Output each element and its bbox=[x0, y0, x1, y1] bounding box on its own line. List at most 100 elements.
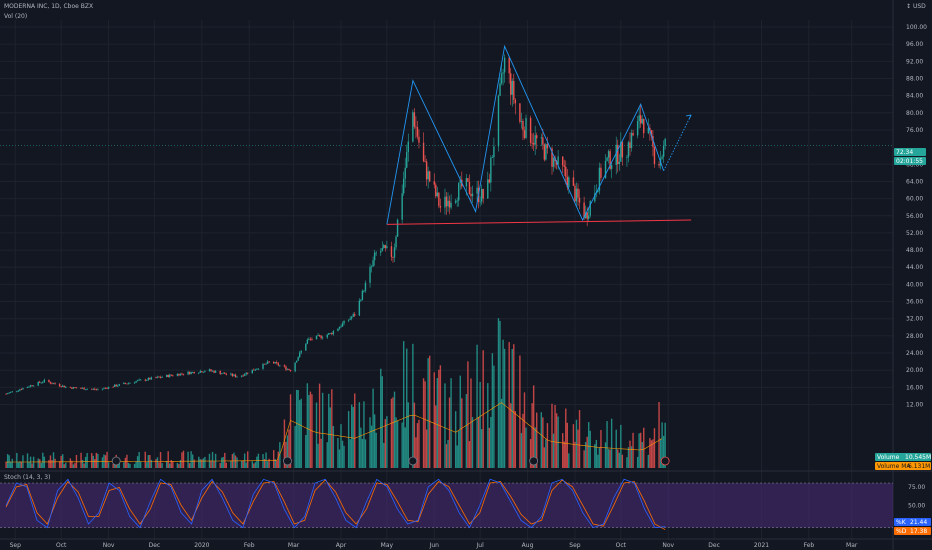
candle-body bbox=[60, 386, 62, 387]
volume-bar bbox=[5, 461, 7, 468]
candle-body bbox=[19, 389, 21, 391]
candle-body bbox=[279, 365, 281, 367]
volume-bar bbox=[22, 455, 24, 468]
volume-bar bbox=[490, 416, 492, 468]
volume-bar bbox=[308, 394, 310, 468]
volume-bar bbox=[574, 441, 576, 468]
candle-body bbox=[532, 143, 535, 145]
volume-bar bbox=[650, 440, 653, 468]
candle-body bbox=[58, 384, 61, 387]
volume-bar bbox=[277, 451, 279, 468]
volume-bar bbox=[659, 438, 662, 468]
volume-bar bbox=[568, 453, 570, 468]
candle-body bbox=[491, 157, 494, 158]
volume-bar bbox=[583, 450, 585, 468]
candle-body bbox=[433, 181, 435, 185]
volume-bar bbox=[71, 460, 73, 468]
candle-body bbox=[11, 391, 13, 393]
volume-bar bbox=[224, 452, 226, 468]
volume-bar bbox=[43, 456, 46, 468]
candle-body bbox=[586, 212, 588, 219]
candle-body bbox=[254, 369, 257, 371]
volume-bar bbox=[540, 412, 543, 468]
volume-bar bbox=[480, 429, 483, 468]
volume-bar bbox=[639, 432, 642, 468]
volume-ma-badge-label: Volume MA bbox=[877, 463, 911, 470]
volume-bar bbox=[299, 400, 301, 468]
candle-body bbox=[395, 236, 397, 248]
candle-body bbox=[146, 379, 148, 381]
candle-body bbox=[641, 118, 643, 124]
candle-body bbox=[652, 135, 654, 147]
candle-body bbox=[638, 115, 640, 122]
candle-body bbox=[126, 383, 128, 385]
volume-bar bbox=[364, 439, 367, 468]
volume-bar bbox=[439, 365, 442, 468]
candle-body bbox=[349, 318, 351, 320]
volume-bar bbox=[97, 453, 99, 468]
time-tick-label: Mar bbox=[288, 542, 300, 549]
volume-bar bbox=[422, 378, 425, 468]
volume-bar bbox=[65, 462, 67, 468]
volume-ma-badge-bg bbox=[875, 462, 931, 470]
time-tick-label: Jul bbox=[476, 542, 485, 549]
candle-body bbox=[37, 381, 39, 386]
candle-body bbox=[522, 120, 524, 131]
volume-bar bbox=[341, 440, 344, 468]
candle-body bbox=[214, 370, 217, 373]
candle-body bbox=[103, 387, 105, 389]
volume-bar bbox=[242, 460, 244, 468]
candle-body bbox=[83, 387, 85, 390]
candle-body bbox=[80, 388, 82, 389]
symbol-legend: MODERNA INC, 1D, Cboe BZX bbox=[4, 3, 94, 10]
candle-body bbox=[231, 373, 234, 376]
volume-bar bbox=[620, 424, 622, 468]
volume-bar bbox=[373, 414, 376, 468]
volume-bar bbox=[331, 389, 333, 468]
candle-body bbox=[262, 363, 264, 369]
candle-body bbox=[338, 326, 341, 329]
candle-body bbox=[167, 374, 169, 378]
volume-bar bbox=[86, 453, 88, 468]
volume-bar bbox=[144, 451, 146, 468]
volume-bar bbox=[604, 442, 607, 468]
volume-bar bbox=[652, 439, 654, 468]
earnings-marker bbox=[408, 456, 418, 466]
time-tick-label: Nov bbox=[103, 542, 115, 549]
candle-body bbox=[529, 117, 532, 143]
candle-body bbox=[305, 343, 307, 351]
volume-bar bbox=[621, 454, 624, 468]
volume-bar bbox=[664, 422, 666, 468]
candle-body bbox=[49, 382, 52, 384]
candle-body bbox=[545, 144, 547, 160]
candle-body bbox=[48, 379, 50, 383]
volume-bar bbox=[404, 427, 406, 468]
volume-bar bbox=[413, 402, 416, 468]
volume-bar bbox=[372, 388, 374, 468]
time-tick-label: Dec bbox=[708, 542, 720, 549]
candle-body bbox=[340, 326, 342, 328]
volume-bar bbox=[94, 459, 96, 468]
volume-bar bbox=[170, 460, 172, 468]
volume-bar bbox=[476, 344, 478, 468]
volume-bar bbox=[529, 439, 532, 468]
volume-bar bbox=[638, 433, 640, 468]
price-tick-label: 40.00 bbox=[906, 281, 923, 288]
volume-bar bbox=[566, 422, 568, 468]
candle-body bbox=[534, 135, 536, 145]
candle-body bbox=[662, 145, 665, 157]
volume-bar bbox=[471, 417, 474, 468]
candle-body bbox=[406, 151, 408, 168]
candle-body bbox=[572, 177, 575, 186]
volume-bar bbox=[40, 462, 42, 468]
volume-bar bbox=[107, 462, 110, 468]
volume-bar bbox=[300, 398, 302, 468]
volume-bar bbox=[370, 425, 373, 468]
candle-body bbox=[413, 112, 416, 127]
volume-bar bbox=[254, 462, 257, 468]
volume-bar bbox=[340, 424, 342, 468]
candle-body bbox=[383, 245, 385, 249]
volume-bar bbox=[91, 453, 93, 468]
volume-bar bbox=[497, 318, 500, 468]
